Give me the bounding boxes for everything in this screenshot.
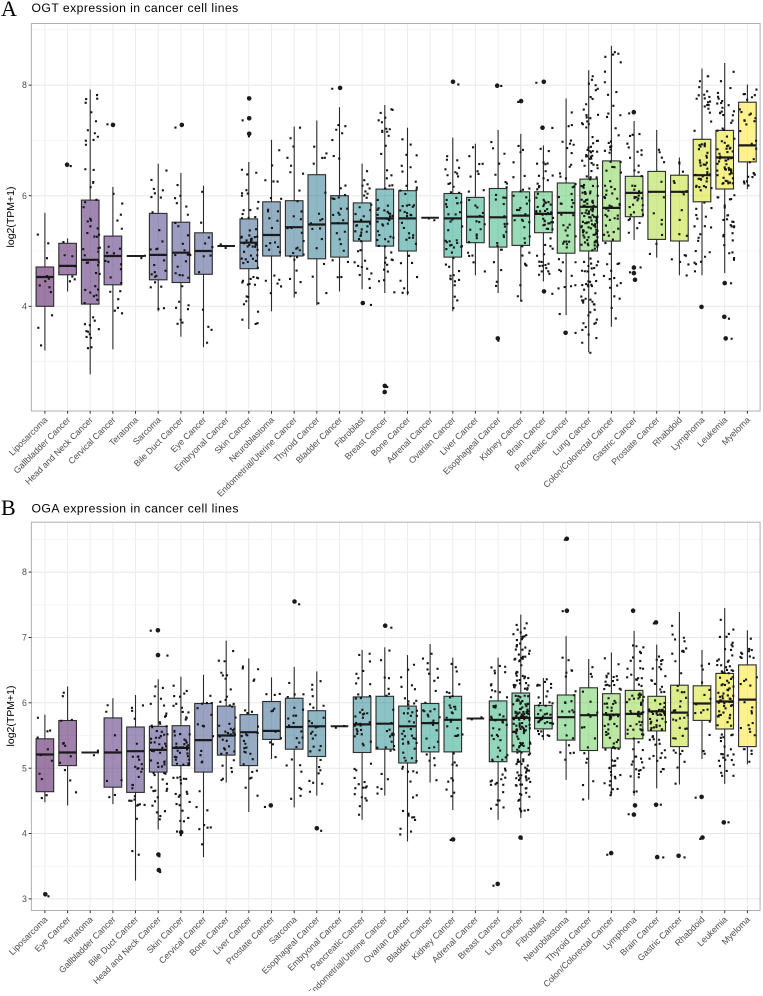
svg-text:B: B xyxy=(1,495,16,520)
svg-text:3: 3 xyxy=(22,894,27,904)
svg-text:OGT expression in cancer cell: OGT expression in cancer cell lines xyxy=(32,1,239,15)
svg-text:log2(TPM+1): log2(TPM+1) xyxy=(5,187,17,248)
svg-text:4: 4 xyxy=(22,301,27,311)
svg-text:7: 7 xyxy=(22,633,27,643)
svg-text:5: 5 xyxy=(22,763,27,773)
svg-text:log2(TPM+1): log2(TPM+1) xyxy=(5,686,17,747)
svg-text:8: 8 xyxy=(22,567,27,577)
svg-text:4: 4 xyxy=(22,829,27,839)
svg-text:6: 6 xyxy=(22,698,27,708)
svg-text:6: 6 xyxy=(22,191,27,201)
svg-text:A: A xyxy=(1,0,17,21)
svg-text:OGA expression in cancer cell: OGA expression in cancer cell lines xyxy=(32,502,239,516)
svg-text:8: 8 xyxy=(22,80,27,90)
